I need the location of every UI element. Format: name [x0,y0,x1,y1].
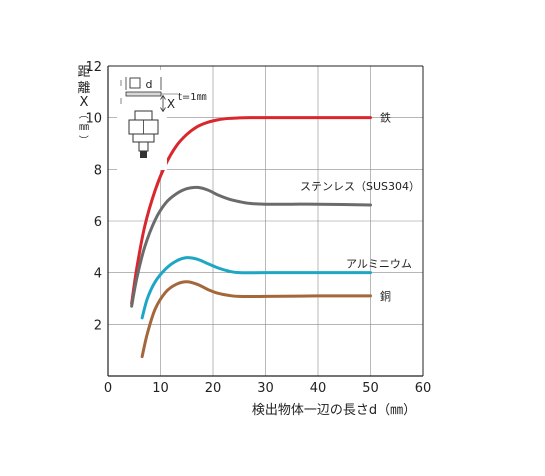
y-tick-label: 10 [85,112,102,127]
x-dimension-arrow-top [160,94,166,100]
sensor-icon [128,110,159,158]
series-label-3: 銅 [380,289,391,303]
series-label-2: アルミニウム [346,258,412,271]
y-label-char: 離 [77,81,90,96]
x-axis-label: 検出物体一辺の長さd（㎜） [252,403,416,418]
y-tick-label: 12 [85,60,102,75]
series-label-1: ステンレス（SUS304） [300,180,420,193]
y-label-char: ） [77,135,89,145]
series-line-1 [130,185,372,308]
x-tick-label: 50 [362,381,379,396]
y-tick-label: 8 [94,163,102,178]
d-label: d [146,78,153,91]
t-label: t=1㎜ [178,92,207,103]
series-line-0 [130,116,372,306]
y-tick-label: 6 [94,215,102,230]
x-tick-label: 10 [152,381,169,396]
series-line-2 [140,256,372,320]
x-tick-label: 40 [310,381,327,396]
series-label-0: 鉄 [380,111,391,125]
y-tick-label: 4 [94,267,102,282]
x-label: X [167,97,175,111]
y-label-char: ㎜ [79,122,89,133]
x-dimension-arrow-bottom [160,107,166,113]
series-lines [130,116,372,359]
y-axis-label: 距 離 X （ ㎜ ） [77,65,91,145]
y-tick-label: 2 [94,318,102,333]
series-line-3 [140,280,372,359]
y-label-char: X [80,95,89,110]
x-tick-label: 0 [104,381,112,396]
x-tick-label: 60 [415,381,432,396]
d-label-box [129,77,141,89]
x-tick-label: 20 [205,381,222,396]
sensor-inset: d X t=1㎜ [117,70,207,170]
y-label-char: 距 [77,65,90,80]
y-label-char: （ [77,109,89,119]
x-tick-label: 30 [257,381,274,396]
axes: 0 10 20 30 40 50 60 2 4 6 8 10 12 [85,60,431,396]
target-plate [125,91,162,97]
